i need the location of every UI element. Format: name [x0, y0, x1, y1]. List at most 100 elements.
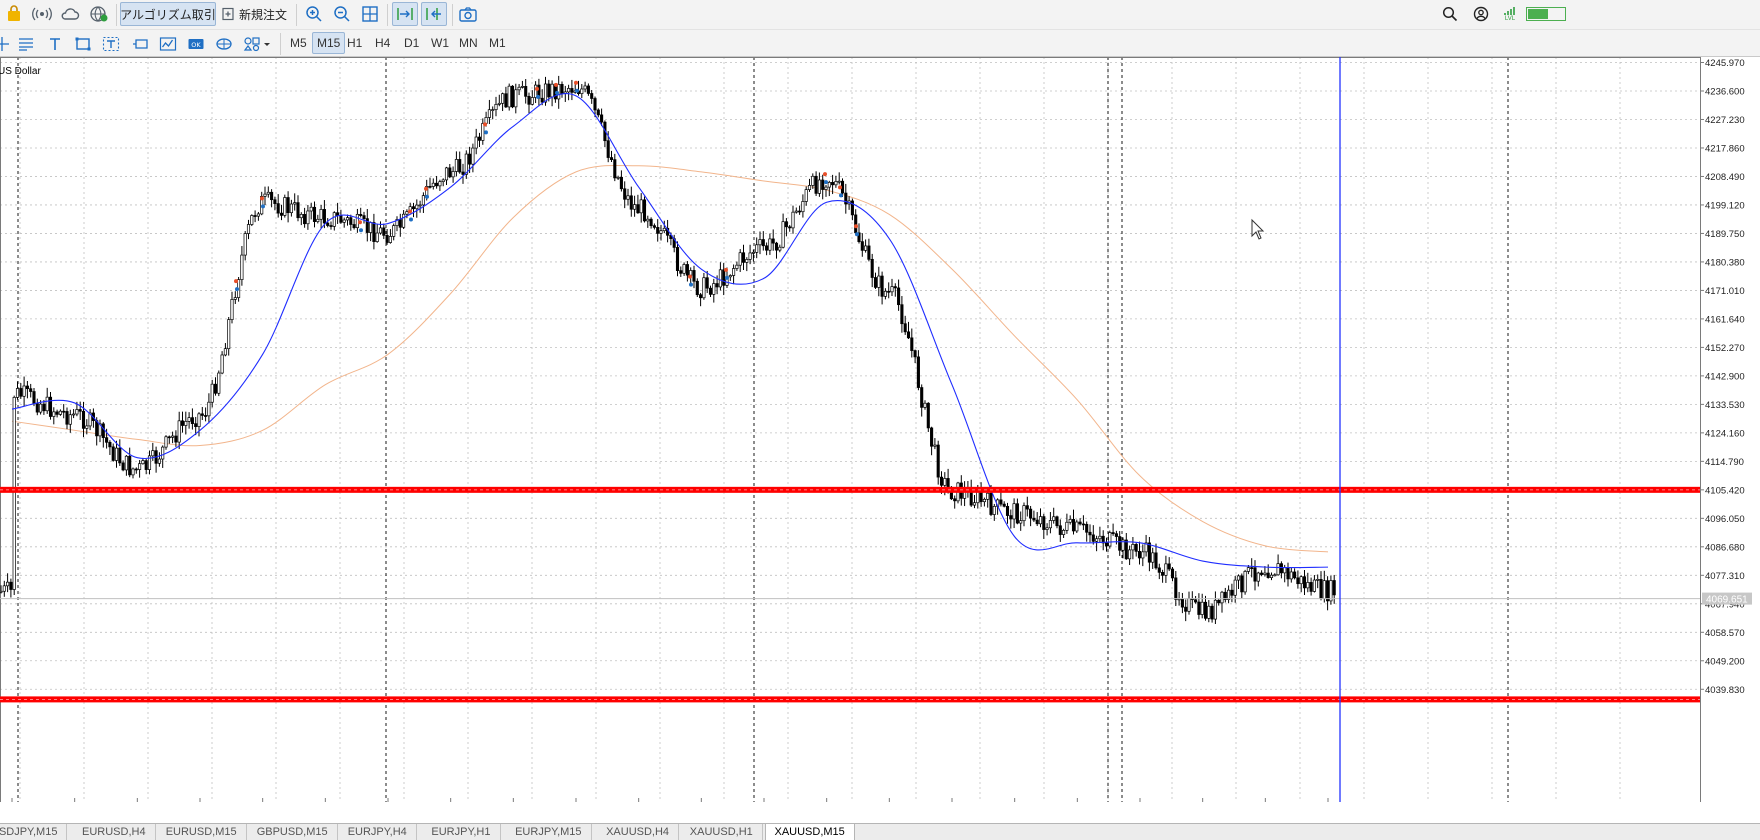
candle-body [266, 191, 270, 195]
candle-body [58, 410, 62, 415]
candle-body [131, 468, 135, 476]
candle-body [286, 197, 290, 214]
candle-body [246, 224, 251, 234]
new-order-button[interactable]: 新規注文 [221, 2, 291, 26]
candle-body [662, 227, 666, 232]
ok-button-object-icon[interactable]: OK [184, 32, 208, 56]
timeframe-d1[interactable]: D1 [404, 36, 420, 50]
candle-body [2, 585, 6, 592]
shapes-menu-button[interactable] [240, 32, 274, 56]
chart-tab[interactable]: EURJPY,H4 [339, 824, 417, 840]
candle-body [1283, 567, 1287, 574]
svg-text:OK: OK [191, 41, 201, 49]
fibonacci-lines-icon[interactable] [14, 32, 38, 56]
chart-object-icon[interactable] [156, 32, 180, 56]
candle-body [728, 275, 732, 278]
candle-body [788, 226, 792, 229]
cloud-icon[interactable] [58, 2, 82, 26]
candle-body [560, 84, 564, 94]
candle-body [227, 319, 231, 350]
chart-tab[interactable]: GBPUSD,M15 [248, 824, 338, 840]
screenshot-camera-icon[interactable] [456, 2, 480, 26]
tile-windows-icon[interactable] [358, 2, 382, 26]
candle-body [514, 89, 518, 108]
candle-body [939, 476, 944, 486]
timeframe-h4[interactable]: H4 [375, 36, 391, 50]
candle-body [619, 176, 623, 190]
chart-tab[interactable]: EURUSD,H4 [73, 824, 156, 840]
timeframe-m15[interactable]: M15 [312, 32, 346, 54]
toolbar-separator [296, 4, 297, 26]
candle-body [273, 199, 277, 204]
text-tool-icon[interactable] [43, 32, 67, 56]
candle-body [39, 403, 43, 413]
candle-body [705, 277, 709, 289]
candle-body [923, 402, 927, 408]
rectangle-tool-icon[interactable] [71, 32, 95, 56]
text-label-tool-icon[interactable] [99, 32, 123, 56]
vps-globe-icon[interactable] [87, 2, 111, 26]
price-label-tool-icon[interactable] [128, 32, 152, 56]
chart-tab[interactable]: XAUUSD,M15 [764, 824, 855, 840]
signal-broadcast-icon[interactable] [30, 2, 54, 26]
candle-body [567, 88, 571, 93]
candle-body [1025, 505, 1029, 510]
drawing-toolbar: OK [0, 30, 1760, 57]
candle-body [204, 415, 208, 417]
candle-body [606, 140, 610, 158]
crosshair-icon[interactable] [0, 32, 14, 56]
price-chart[interactable]: 4245.970 4236.600 4227.230 4217.860 4208.490… [0, 57, 1760, 802]
candle-body [471, 147, 475, 165]
candle-body [240, 254, 244, 280]
chart-tab[interactable]: XAUUSD,H1 [681, 824, 763, 840]
candle-body [1289, 571, 1293, 580]
candle-body [1184, 606, 1188, 612]
chart-tab[interactable]: EURJPY,H1 [422, 824, 501, 840]
day-separators [17, 57, 1509, 802]
horizontal-levels[interactable] [0, 486, 1700, 703]
candle-body [778, 246, 782, 251]
timeframe-w1[interactable]: W1 [431, 36, 449, 50]
candle-body [801, 201, 805, 213]
timeframe-m1[interactable]: M1 [489, 36, 506, 50]
candle-body [1118, 536, 1122, 551]
candle-body [35, 403, 39, 413]
candle-body [910, 337, 914, 351]
chart-shift-icon[interactable] [392, 2, 418, 26]
chart-tab[interactable]: USDJPY,M15 [0, 824, 68, 840]
candle-body [494, 104, 498, 110]
timeframe-h1[interactable]: H1 [347, 36, 363, 50]
candle-body [616, 176, 620, 179]
cycle-lines-icon[interactable] [212, 32, 236, 56]
price-tick-label: 4058.570 [1705, 628, 1745, 639]
candle-body [418, 204, 422, 207]
candle-body [121, 462, 125, 471]
candle-body [613, 159, 617, 179]
candle-body [1098, 535, 1102, 540]
candle-body [844, 192, 848, 205]
price-tick-label: 4114.790 [1705, 457, 1744, 468]
search-icon[interactable] [1438, 2, 1462, 26]
candle-body [1200, 601, 1204, 615]
auto-scroll-icon[interactable] [421, 2, 447, 26]
candle-body [702, 277, 706, 299]
zoom-in-icon[interactable] [302, 2, 326, 26]
timeframe-m5[interactable]: M5 [290, 36, 307, 50]
candle-body [504, 93, 508, 108]
timeframe-mn[interactable]: MN [459, 36, 478, 50]
candle-body [890, 286, 894, 293]
sell-signal-marker [234, 279, 238, 284]
candle-body [1111, 532, 1115, 535]
algo-trading-button[interactable]: アルゴリズム取引 [120, 2, 216, 26]
price-tick-label: 4049.200 [1705, 656, 1745, 667]
chart-tab[interactable]: EURJPY,M15 [506, 824, 592, 840]
candle-body [491, 109, 495, 111]
candle-body [487, 109, 491, 118]
candle-body [633, 204, 637, 210]
account-icon[interactable] [1469, 2, 1493, 26]
chart-tab[interactable]: EURUSD,M15 [157, 824, 247, 840]
zoom-out-icon[interactable] [330, 2, 354, 26]
chart-tabs-bar: USDJPY,M15EURUSD,H4EURUSD,M15GBPUSD,M15E… [0, 823, 1760, 840]
chart-tab[interactable]: XAUUSD,H4 [597, 824, 680, 840]
shopping-bag-icon[interactable] [2, 2, 26, 26]
